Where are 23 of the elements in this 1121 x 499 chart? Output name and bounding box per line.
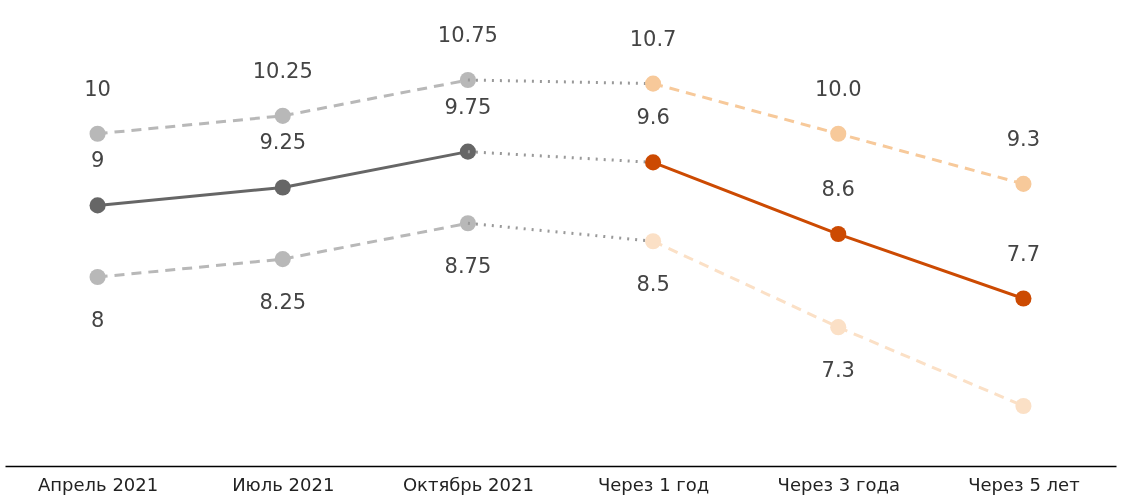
data-label: 8.5: [636, 272, 670, 297]
x-tick-label: Через 1 год: [597, 473, 710, 495]
x-tick-label: Через 5 лет: [968, 473, 1080, 495]
data-label: 9.6: [636, 105, 670, 130]
data-label: 10.0: [814, 76, 862, 101]
x-tick-label: Апрель 2021: [37, 473, 159, 495]
data-label: 9.25: [259, 130, 307, 155]
x-tick-label: Октябрь 2021: [402, 473, 534, 495]
x-tick-label: Через 3 года: [777, 473, 900, 495]
data-label: 9: [90, 148, 105, 173]
data-label: 8.6: [821, 177, 855, 202]
data-label: 8.75: [444, 254, 492, 279]
data-label: 10.75: [437, 23, 498, 47]
data-label: 10.25: [252, 58, 313, 83]
data-label: 9.75: [444, 94, 492, 119]
data-label: 7.3: [821, 358, 855, 383]
data-label: 7.7: [1006, 241, 1041, 266]
data-label: 8.25: [259, 290, 307, 315]
data-label: 9.3: [1006, 126, 1041, 151]
x-tick-label: Июль 2021: [232, 473, 335, 495]
data-label: 8: [90, 308, 105, 333]
data-label: 10.7: [629, 26, 677, 51]
data-label: 10: [84, 76, 111, 101]
